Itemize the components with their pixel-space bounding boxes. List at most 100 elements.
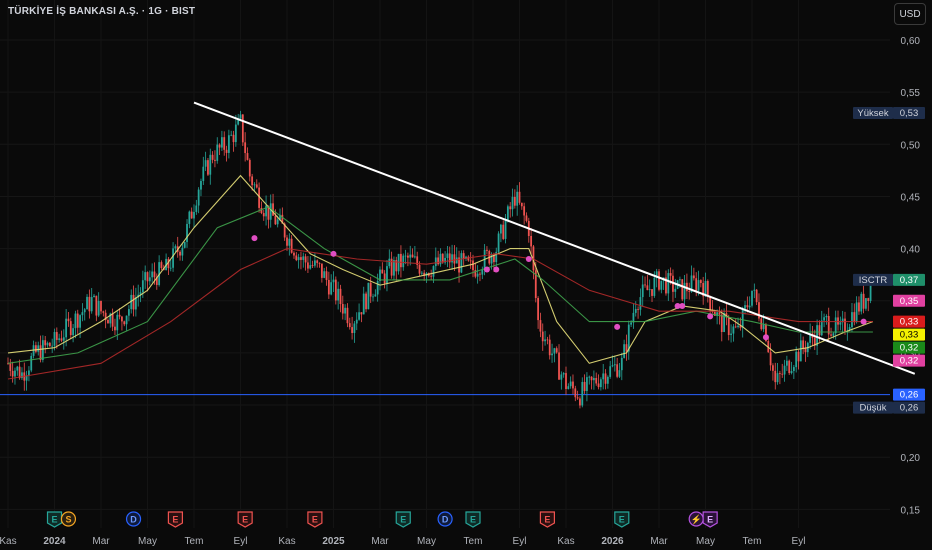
crossover-marker (762, 334, 769, 341)
time-tick-label: Eyl (792, 536, 806, 547)
candle-body (104, 312, 107, 320)
candle-body (620, 357, 623, 371)
chart-title: TÜRKİYE İŞ BANKASI A.Ş. · 1G · BIST (8, 6, 196, 17)
event-circle (60, 511, 77, 527)
candle-body (537, 298, 539, 321)
candle-body (21, 372, 23, 379)
event-letter: E (172, 515, 178, 525)
event-letter: E (400, 515, 406, 525)
candle-body (362, 293, 365, 315)
crossover-marker (251, 235, 258, 242)
candle-body (746, 305, 749, 308)
candle-body (376, 281, 379, 295)
candle-body (344, 307, 347, 314)
event-badge (307, 511, 323, 528)
price-label-box (893, 107, 925, 120)
candle-body (460, 253, 463, 273)
price-tick-label: 0,30 (901, 349, 921, 360)
candle-body (476, 273, 479, 277)
candle-body (360, 312, 363, 315)
event-news-icon[interactable]: ⚡ (688, 511, 704, 527)
candle-body (627, 324, 630, 352)
event-split-icon[interactable]: S (60, 511, 77, 527)
candle-body (739, 325, 742, 328)
candle-body (753, 289, 756, 291)
candle-body (337, 288, 340, 301)
candle-body (558, 352, 560, 380)
candle-body (346, 307, 349, 324)
moving-average-line-2 (7, 206, 873, 364)
candle-body (258, 187, 260, 208)
candle-body (509, 206, 512, 210)
candle-body (393, 260, 395, 276)
candle-body (572, 381, 574, 389)
candle-body (462, 253, 465, 259)
candle-body (416, 256, 419, 265)
candle-body (90, 297, 93, 312)
candle-body (179, 251, 181, 256)
event-earnings-up-icon[interactable]: E (46, 511, 63, 528)
event-earnings-up-icon[interactable]: E (614, 511, 630, 528)
currency-button[interactable]: USD (894, 3, 926, 25)
event-earnings-down-icon[interactable]: E (167, 511, 183, 528)
candle-body (593, 377, 595, 381)
candle-body (121, 316, 123, 322)
event-earnings-purple-icon[interactable]: E (702, 511, 718, 528)
event-letter: E (312, 515, 318, 525)
candle-body (332, 279, 335, 283)
price-label-name-box (853, 401, 893, 414)
event-letter: E (242, 515, 248, 525)
candle-body (309, 265, 312, 269)
candle-body (732, 326, 735, 334)
price-label-box (893, 341, 925, 354)
candle-body (295, 255, 298, 261)
candle-body (93, 295, 95, 298)
candle-body (576, 397, 579, 399)
crossover-marker (330, 250, 337, 257)
event-badge (167, 511, 183, 528)
candle-body (774, 370, 777, 383)
candle-body (511, 196, 514, 210)
candle-body (158, 262, 161, 285)
trendline[interactable] (193, 101, 916, 375)
candle-body (323, 271, 326, 278)
event-earnings-down-icon[interactable]: E (237, 511, 253, 528)
candle-body (311, 265, 314, 266)
candle-body (390, 258, 393, 276)
candle-body (751, 290, 753, 306)
event-letter: E (51, 515, 57, 525)
candle-body (574, 388, 577, 398)
candle-body (316, 260, 319, 263)
candle-body (639, 297, 642, 310)
candle-body (355, 319, 358, 324)
event-dividend-icon[interactable]: D (437, 511, 453, 527)
candle-body (546, 339, 549, 341)
candle-body (516, 191, 519, 206)
moving-average-line-3 (7, 248, 873, 380)
event-earnings-down-icon[interactable]: E (307, 511, 323, 528)
price-label-value: 0,33 (900, 330, 919, 341)
candle-body (769, 352, 772, 366)
event-earnings-up-icon[interactable]: E (395, 511, 411, 528)
candle-body (334, 279, 337, 301)
candle-body (713, 311, 716, 316)
candle-body (379, 269, 381, 282)
candle-body (209, 154, 212, 175)
candle-body (500, 224, 502, 234)
event-earnings-up-icon[interactable]: E (465, 511, 481, 528)
candle-body (241, 114, 244, 143)
event-earnings-down-icon[interactable]: E (539, 511, 556, 528)
event-badge (465, 511, 481, 528)
candle-body (599, 379, 602, 388)
candle-body (174, 246, 177, 249)
time-tick-label: Kas (557, 536, 574, 547)
event-dividend-icon[interactable]: D (125, 511, 142, 527)
candle-body (202, 166, 205, 181)
candle-body (146, 272, 149, 282)
candle-body (383, 273, 386, 284)
candle-body (279, 214, 281, 220)
candle-body (848, 327, 851, 331)
candle-body (269, 203, 272, 220)
candle-body (265, 205, 267, 217)
